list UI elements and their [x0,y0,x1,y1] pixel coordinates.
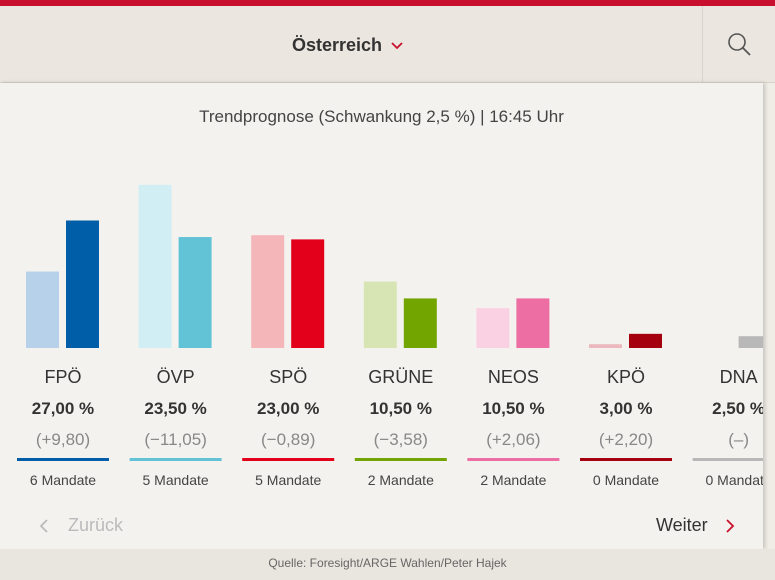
chevron-right-icon [726,518,734,533]
chevron-down-icon [391,42,403,50]
seats-label: 0 Mandate [706,472,763,488]
search-icon [728,33,751,56]
bar-previous [476,308,510,348]
next-button[interactable]: Weiter [656,515,736,536]
chart-title: Trendprognose (Schwankung 2,5 %) | 16:45… [199,107,564,126]
header-bar: Österreich [0,6,775,83]
party-name-label: GRÜNE [368,367,433,387]
percent-label: 10,50 % [482,399,544,418]
change-label: (+2,06) [486,430,540,449]
party-color-line [467,458,560,461]
bar-current [178,237,212,348]
change-label: (−3,58) [374,430,428,449]
percent-label: 2,50 % [712,399,763,418]
change-label: (–) [728,430,749,449]
search-button[interactable] [702,6,775,82]
results-chart: FPÖ 27,00 % (+9,80) 6 Mandate ÖVP 23,50 % (−11… [17,184,763,488]
results-panel: Trendprognose (Schwankung 2,5 %) | 16:45… [0,83,763,549]
change-label: (+2,20) [599,430,653,449]
party-color-line [354,458,447,461]
top-accent-line [0,0,775,6]
bar-previous [363,281,397,348]
prev-button[interactable]: Zurück [38,515,123,536]
change-label: (+9,80) [36,430,90,449]
region-selector[interactable]: Österreich [292,34,404,56]
party-name-label: KPÖ [607,367,645,387]
prev-label: Zurück [68,515,124,535]
bar-previous [26,271,59,348]
bar-current [403,298,437,348]
party-color-line [17,458,109,461]
party-color-line [129,458,222,461]
bar-current [629,333,662,348]
change-label: (−0,89) [261,430,315,449]
party-name-label: DNA [720,367,758,387]
party-color-line [580,458,672,461]
seats-label: 2 Mandate [368,472,434,488]
party-name-label: SPÖ [269,367,307,387]
party-name-label: ÖVP [157,367,195,387]
seats-label: 5 Mandate [255,472,321,488]
seats-label: 5 Mandate [143,472,209,488]
chevron-left-icon [39,518,48,533]
bar-previous [251,235,285,348]
party-color-line [692,458,763,461]
percent-label: 23,00 % [257,399,319,418]
party-color-line [242,458,335,461]
percent-label: 10,50 % [370,399,432,418]
bar-previous [589,344,622,348]
bar-current [66,220,99,348]
party-name-label: NEOS [488,367,539,387]
next-label: Weiter [656,515,708,535]
seats-label: 2 Mandate [480,472,546,488]
party-name-label: FPÖ [44,367,81,387]
percent-label: 23,50 % [144,399,206,418]
seats-label: 6 Mandate [30,472,96,488]
percent-label: 3,00 % [600,399,653,418]
percent-label: 27,00 % [32,399,94,418]
bar-current [738,336,763,348]
source-footer: Quelle: Foresight/ARGE Wahlen/Peter Haje… [0,549,775,580]
region-label: Österreich [292,34,383,55]
bar-previous [138,184,172,348]
bar-current [291,239,325,348]
change-label: (−11,05) [144,430,207,449]
seats-label: 0 Mandate [593,472,659,488]
bar-current [516,298,550,348]
